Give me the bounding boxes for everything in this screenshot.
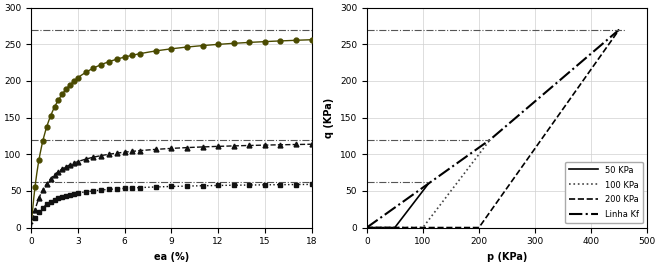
X-axis label: p (KPa): p (KPa) bbox=[487, 252, 527, 262]
50 KPa bbox=[424, 182, 432, 185]
100 KPa bbox=[419, 226, 427, 229]
Linha Kf bbox=[363, 226, 371, 229]
200 KPa bbox=[615, 28, 623, 31]
100 KPa bbox=[486, 138, 494, 141]
Line: 50 KPa: 50 KPa bbox=[367, 184, 428, 227]
Legend: 50 KPa, 100 KPa, 200 KPa, Linha Kf: 50 KPa, 100 KPa, 200 KPa, Linha Kf bbox=[565, 161, 643, 223]
50 KPa bbox=[391, 226, 399, 229]
Line: 200 KPa: 200 KPa bbox=[367, 30, 619, 227]
Line: 100 KPa: 100 KPa bbox=[367, 140, 490, 227]
Line: Linha Kf: Linha Kf bbox=[367, 30, 619, 227]
Linha Kf bbox=[424, 182, 432, 185]
200 KPa bbox=[363, 226, 371, 229]
X-axis label: ea (%): ea (%) bbox=[154, 252, 189, 262]
Linha Kf bbox=[615, 28, 623, 31]
Y-axis label: q (KPa): q (KPa) bbox=[324, 97, 334, 138]
Linha Kf bbox=[486, 138, 494, 141]
100 KPa bbox=[363, 226, 371, 229]
50 KPa bbox=[363, 226, 371, 229]
200 KPa bbox=[475, 226, 483, 229]
